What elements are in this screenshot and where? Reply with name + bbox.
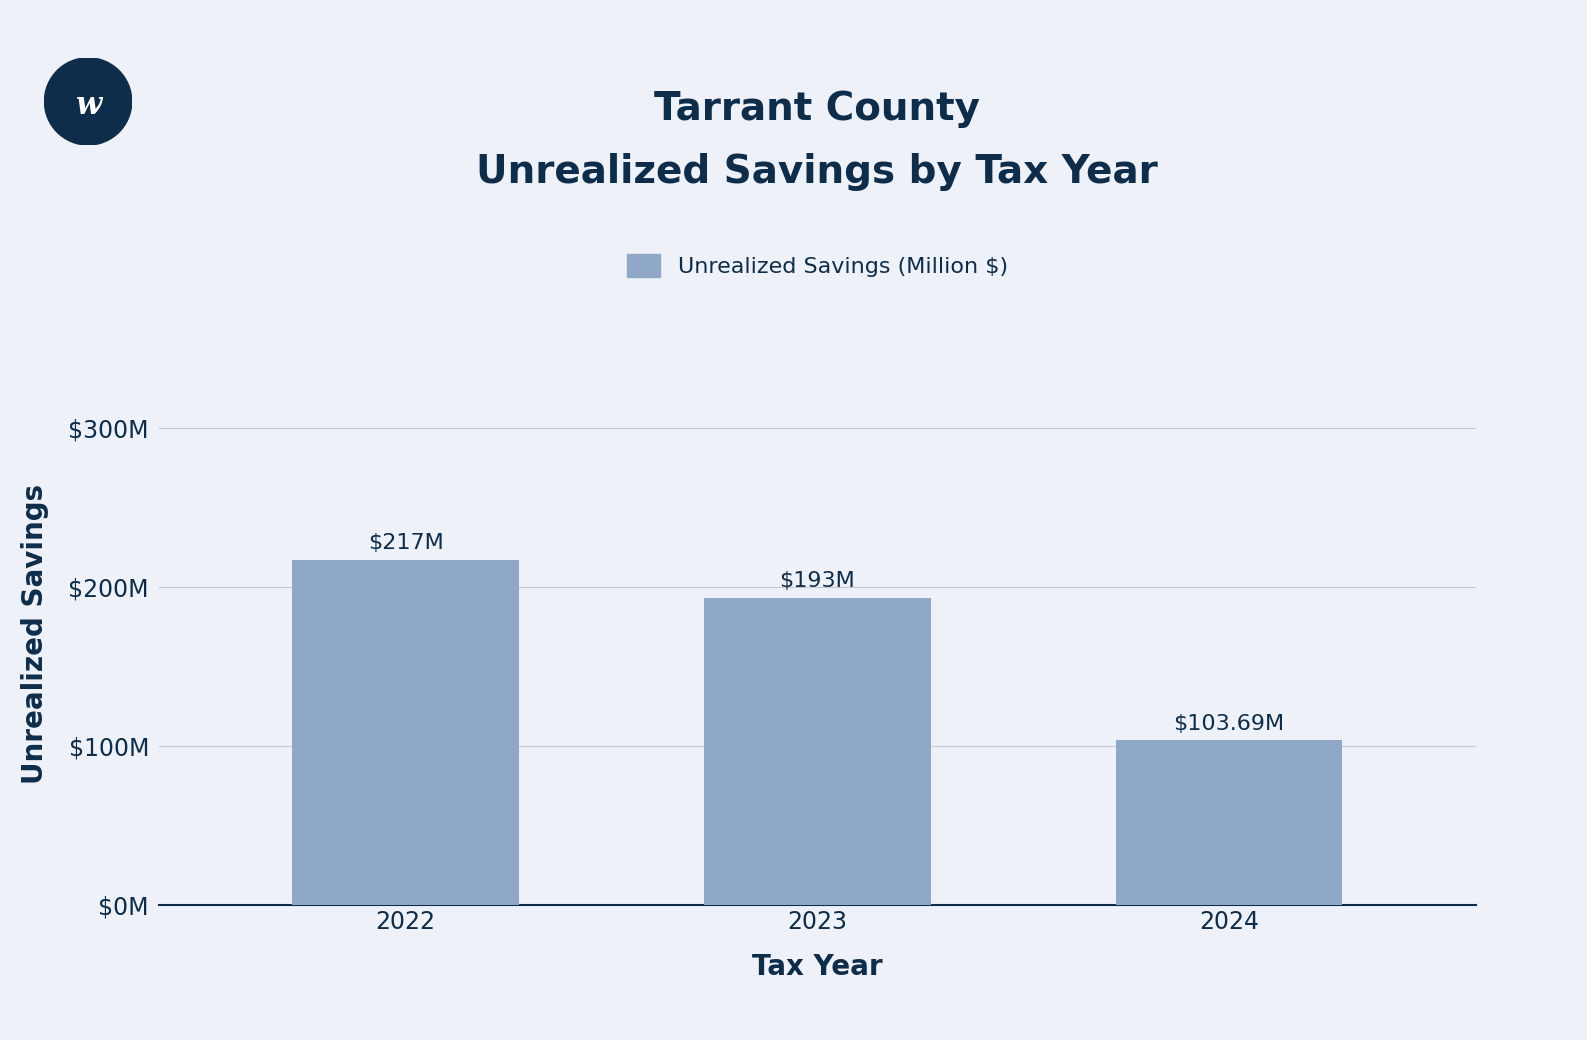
Text: Tarrant County: Tarrant County xyxy=(654,90,981,128)
Bar xyxy=(705,598,930,905)
Bar xyxy=(1116,739,1343,905)
Y-axis label: Unrealized Savings: Unrealized Savings xyxy=(21,485,49,784)
Text: $217M: $217M xyxy=(368,534,443,553)
Ellipse shape xyxy=(44,58,132,145)
Text: w: w xyxy=(75,90,102,122)
Text: Unrealized Savings by Tax Year: Unrealized Savings by Tax Year xyxy=(476,153,1159,190)
X-axis label: Tax Year: Tax Year xyxy=(752,953,882,981)
Bar xyxy=(292,560,519,905)
Text: $193M: $193M xyxy=(779,571,855,592)
Text: $103.69M: $103.69M xyxy=(1173,713,1284,733)
Legend: Unrealized Savings (Million $): Unrealized Savings (Million $) xyxy=(617,245,1017,286)
